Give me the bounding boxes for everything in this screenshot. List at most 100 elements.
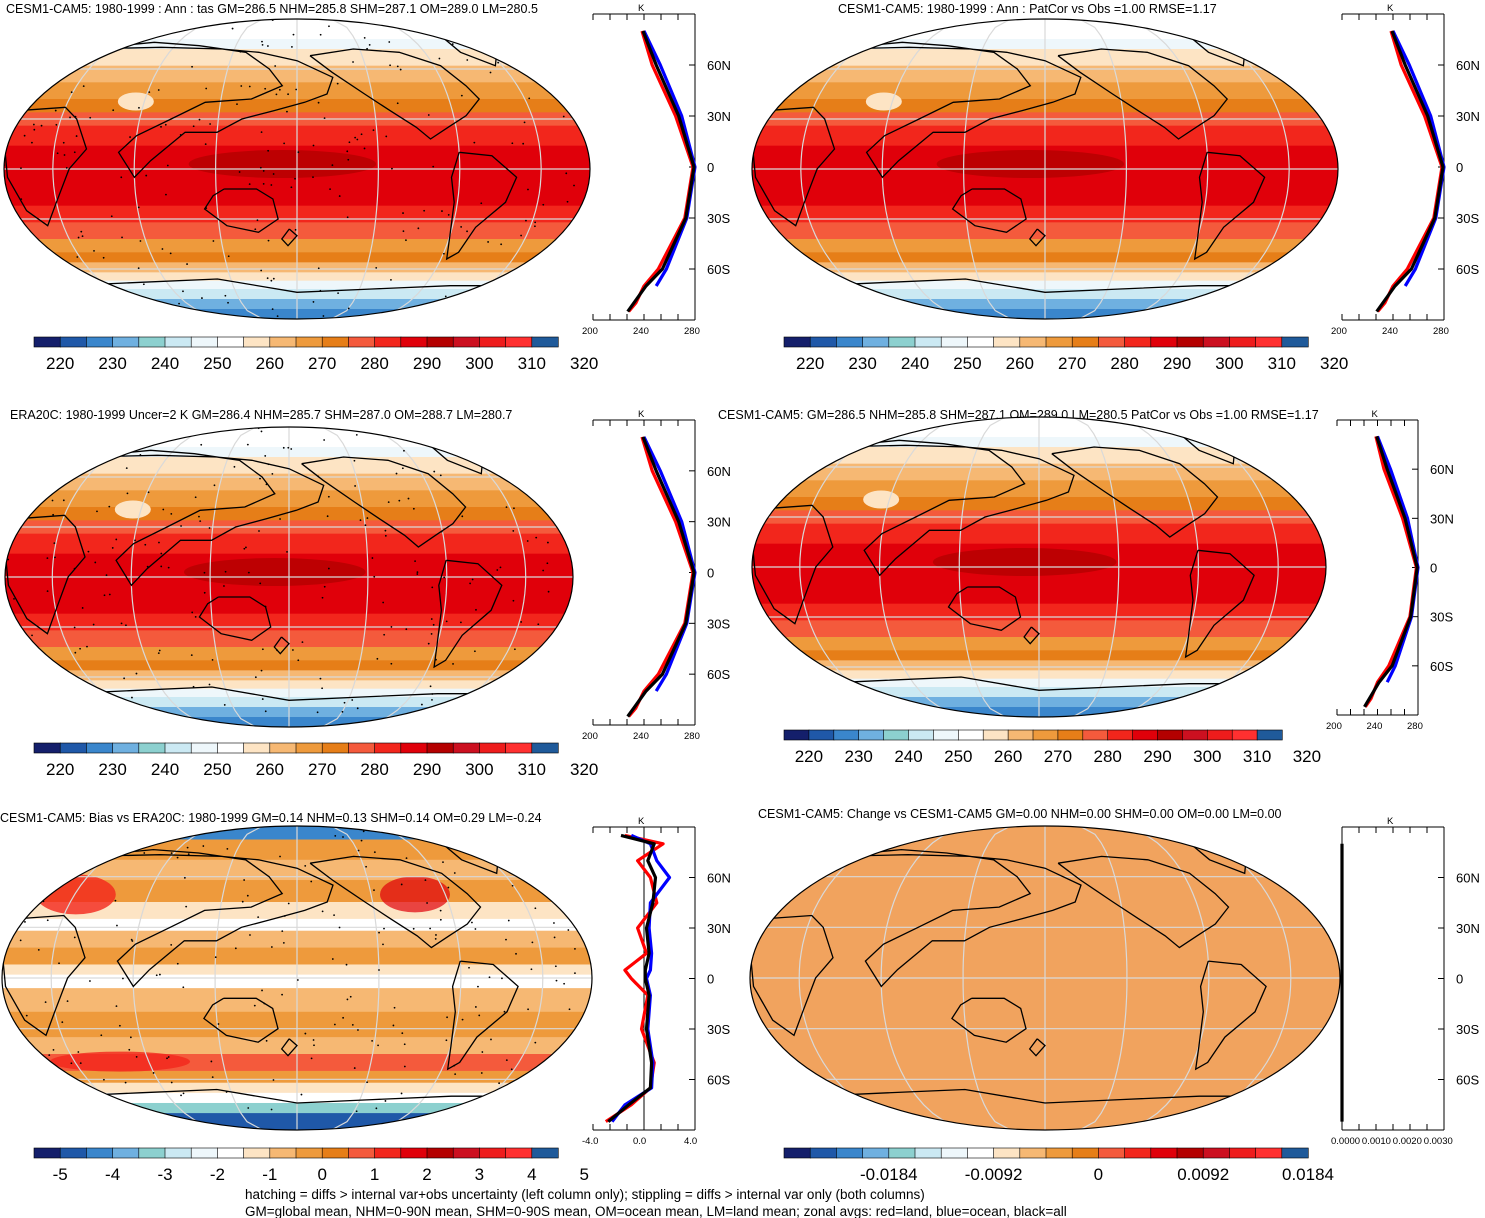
stipple-dot [155,974,158,977]
stipple-dot [261,989,263,992]
coastline [433,559,503,669]
colorbar-swatch [86,1147,114,1159]
stipple-dot [362,830,365,833]
graticule-meridian [881,19,977,319]
coastline [750,914,834,1037]
coastline [1028,1038,1046,1057]
stipple-dot [382,601,385,604]
stipple-dot [401,1032,404,1035]
colorbar-swatch [1150,336,1178,348]
stipple-dot [334,834,337,837]
stipple-dot [513,507,515,510]
stipple-dot [294,177,296,180]
colorbar-swatch [1281,1147,1309,1159]
stipple-dot [223,585,225,587]
colorbar-label: 300 [465,760,493,779]
stipple-dot [480,202,483,205]
zonal-x-tick-label: 280 [684,731,700,742]
graticule-meridian [321,427,369,727]
stipple-dot [266,277,269,280]
stipple-dot [525,219,527,222]
stipple-dot [432,623,435,626]
stipple-dot [393,1006,396,1009]
stipple-dot [290,186,293,189]
footer-line-1: hatching = diffs > internal var+obs unce… [245,1187,925,1202]
stipple-dot [254,228,257,231]
stipple-dot [5,711,7,714]
stipple-dot [7,558,10,561]
stipple-dot [54,109,57,112]
stipple-dot [329,188,331,191]
colorbar-swatch [86,742,114,754]
colorbar-swatch [243,1147,271,1159]
stipple-dot [194,615,197,618]
zonal-lat-label: 30N [1430,511,1454,526]
colorbar-label: 280 [1094,747,1122,766]
stipple-dot [442,252,445,255]
stipple-dot [225,1091,228,1093]
stipple-dot [294,228,297,231]
stipple-dot [354,136,357,139]
stipple-dot [447,213,450,216]
colorbar-label: 260 [256,354,284,373]
stipple-dot [46,557,49,560]
stipple-dot [267,463,270,466]
stipple-dot [402,212,404,214]
stipple-dot [73,626,76,629]
stipple-dot [586,854,589,856]
stipple-dot [563,982,566,985]
stipple-dot [23,134,26,137]
stipple-dot [354,485,357,487]
colorbar-swatch [1255,1147,1283,1159]
stipple-dot [99,846,101,849]
graticule-meridian [388,427,527,727]
stipple-dot [134,539,136,542]
stipple-dot [513,648,516,651]
stipple-dot [40,1057,43,1059]
stipple-dot [92,623,95,626]
stipple-dot [427,642,430,645]
stipple-dot [531,941,534,944]
stipple-dot [505,938,507,941]
stipple-dot [527,1008,529,1011]
colorbar-label: 230 [848,354,876,373]
stipple-dot [445,1039,448,1042]
stipple-dot [260,430,263,433]
zonal-x-tick-label: 200 [582,731,598,742]
stipple-dot [214,956,217,959]
colorbar-swatch [1019,336,1047,348]
stipple-dot [447,723,450,726]
stipple-dot [331,958,334,960]
colorbar-swatch [1071,1147,1099,1159]
stipple-dot [176,856,179,859]
stipple-dot [460,621,462,624]
colorbar-panel-6: -0.0184 -0.0092 0 0.0092 0.0184 [783,1147,1334,1184]
colorbar-swatch [348,742,376,754]
stipple-dot [588,1117,590,1120]
zonal-x-tick-label: 200 [1326,721,1342,732]
stipple-dot [8,244,10,247]
stipple-dot [520,665,523,667]
stipple-dot [562,115,565,118]
colorbar-swatch [908,729,935,741]
colorbar-swatch [1202,1147,1230,1159]
panel-6-title: CESM1-CAM5: Change vs CESM1-CAM5 GM=0.00… [758,807,1282,821]
stipple-dot [553,467,556,470]
stipple-dot [186,846,189,849]
stipple-dot [204,143,207,146]
stipple-dot [431,693,434,695]
colorbar-swatch [452,742,481,754]
stipple-dot [292,33,295,36]
graticule-meridian [399,19,542,319]
stipple-dot [550,647,552,650]
stipple-dot [111,547,114,549]
stipple-dot [103,594,106,597]
coastline [1184,549,1255,659]
stipple-dot [20,1104,23,1107]
stipple-dot [431,698,433,701]
stipple-dot [453,827,456,830]
stipple-dot [375,266,378,269]
stipple-dot [287,446,290,449]
stipple-dot [574,947,576,950]
